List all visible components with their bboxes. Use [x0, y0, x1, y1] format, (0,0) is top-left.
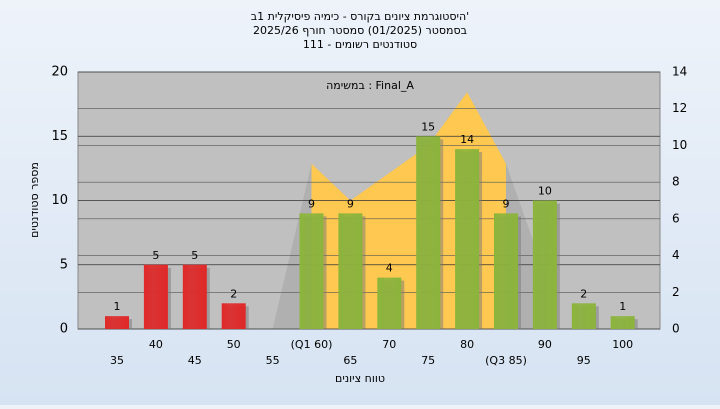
y2-tick-label: 2 — [672, 285, 680, 299]
y-tick-label: 20 — [51, 65, 68, 80]
x-tick-label: 45 — [188, 354, 202, 367]
bar — [416, 136, 441, 329]
y-tick-label: 10 — [51, 193, 68, 208]
y-tick-label: 15 — [51, 129, 68, 144]
annotation: במשימה : Final_A — [326, 79, 414, 92]
x-tick-label: 75 — [421, 354, 435, 367]
bar — [338, 213, 363, 329]
y2-tick-label: 4 — [672, 248, 680, 262]
bar — [105, 316, 129, 329]
y2-tick-label: 0 — [672, 322, 680, 336]
chart-subtitle: בסמסטר (01/2025) סמסטר חורף 2025/26 — [253, 24, 467, 37]
bar — [299, 213, 324, 329]
y2-tick-label: 12 — [672, 101, 687, 115]
x-axis-label: טווח ציונים — [335, 372, 385, 385]
data-label: 4 — [386, 262, 393, 275]
bar — [610, 316, 635, 329]
x-tick-label: (Q1 60) — [291, 338, 333, 351]
bar — [182, 264, 207, 329]
bar — [221, 303, 246, 329]
x-tick-label: 100 — [612, 338, 633, 351]
data-label: 10 — [538, 185, 552, 198]
x-tick-label: 65 — [343, 354, 357, 367]
y2-tick-label: 8 — [672, 175, 680, 189]
bar — [532, 200, 557, 329]
data-label: 9 — [347, 197, 354, 210]
y2-tick-label: 14 — [672, 65, 687, 79]
bar — [455, 149, 480, 329]
x-tick-label: 35 — [110, 354, 124, 367]
x-tick-label: 55 — [266, 354, 280, 367]
chart-title: היסטוגרמת ציונים בקורס - כימיה פיסיקלית … — [251, 10, 469, 23]
y-axis-label: מספר סטודנטים — [28, 162, 41, 238]
data-label: 2 — [580, 287, 587, 300]
x-tick-label: 90 — [538, 338, 552, 351]
data-label: 15 — [421, 120, 435, 133]
data-label: 2 — [230, 287, 237, 300]
data-label: 5 — [191, 249, 198, 262]
data-label: 5 — [152, 249, 159, 262]
bar — [494, 213, 518, 329]
x-tick-label: 50 — [227, 338, 241, 351]
y2-tick-label: 6 — [672, 211, 680, 225]
bar — [143, 264, 168, 329]
bar — [571, 303, 596, 329]
chart-subtitle: 111 - סטודנטים רשומים — [303, 38, 417, 51]
x-tick-label: 40 — [149, 338, 163, 351]
y-tick-label: 0 — [60, 322, 68, 337]
y-tick-label: 5 — [60, 257, 68, 272]
data-label: 9 — [503, 197, 510, 210]
x-tick-label: (Q3 85) — [485, 354, 527, 367]
data-label: 14 — [460, 133, 474, 146]
x-tick-label: 70 — [382, 338, 396, 351]
data-label: 1 — [114, 300, 121, 313]
y2-tick-label: 10 — [672, 138, 687, 152]
bar — [377, 277, 402, 329]
data-label: 9 — [308, 197, 315, 210]
x-tick-label: 95 — [577, 354, 591, 367]
data-label: 1 — [619, 300, 626, 313]
x-tick-label: 80 — [460, 338, 474, 351]
